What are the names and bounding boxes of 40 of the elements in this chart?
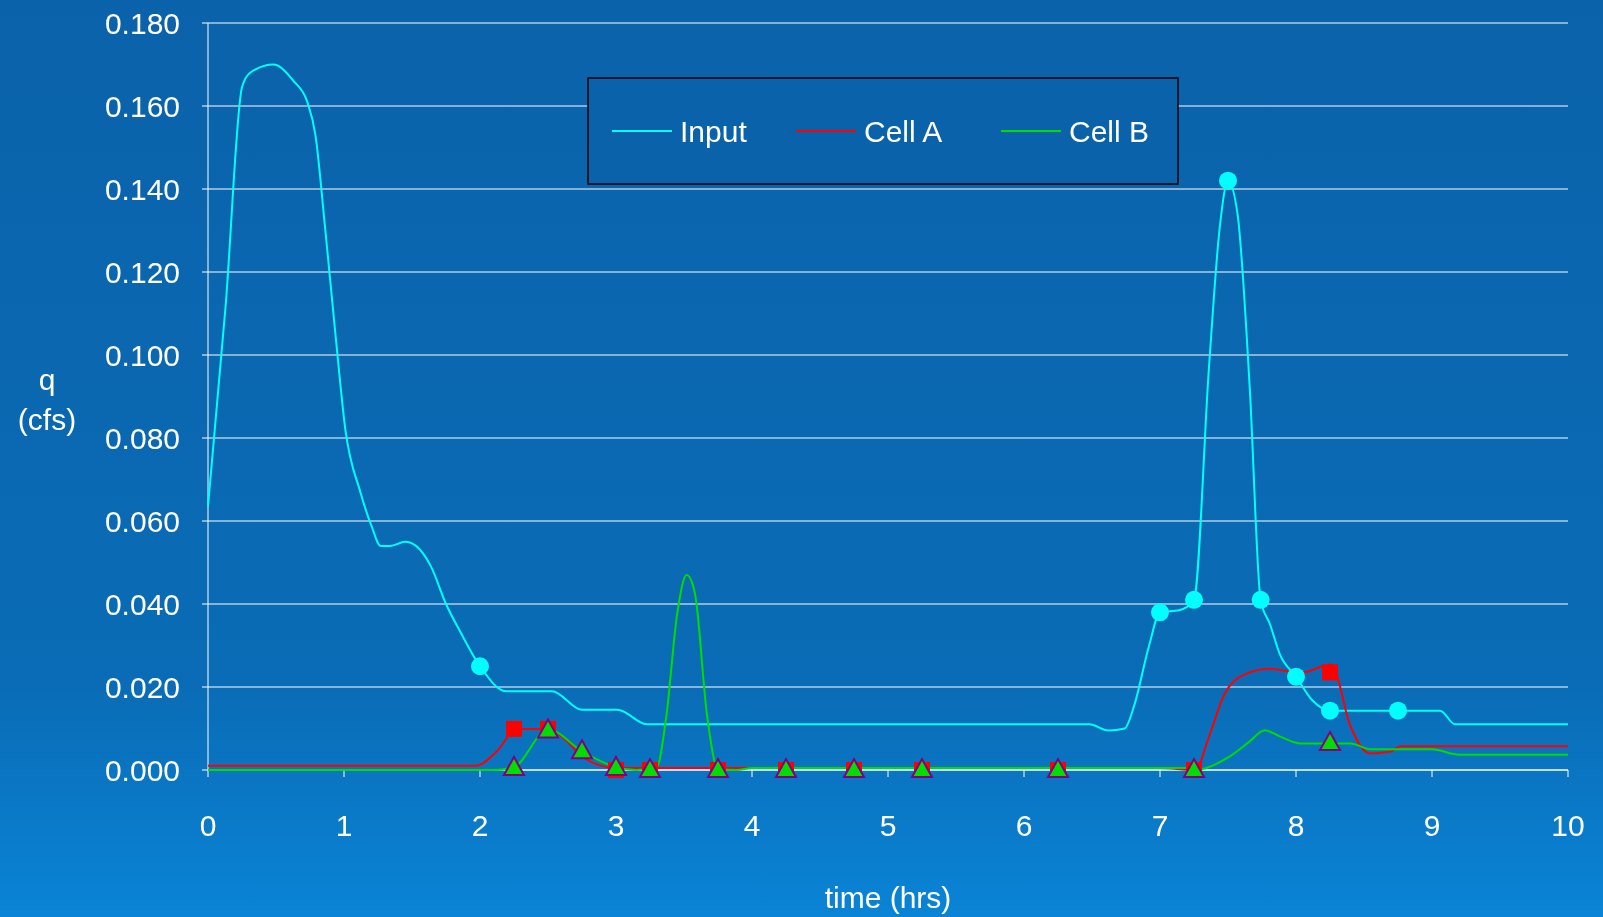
point	[506, 720, 522, 737]
legend-label: Cell B	[1069, 114, 1150, 148]
x-tick-label: 5	[879, 809, 897, 842]
x-tick-label: 10	[1551, 809, 1585, 842]
point	[1185, 590, 1203, 609]
point	[1389, 701, 1407, 720]
x-tick-label: 1	[335, 809, 353, 842]
y-tick-label: 0.180	[104, 6, 180, 40]
x-tick-label: 8	[1287, 809, 1305, 842]
y-tick-label: 0.120	[104, 255, 180, 289]
y-tick-label: 0.160	[104, 89, 180, 123]
x-tick-label: 4	[743, 809, 761, 842]
legend-label: Input	[680, 114, 748, 148]
y-tick-label: 0.080	[104, 421, 180, 455]
y-tick-label: 0.040	[104, 587, 180, 621]
x-tick-label: 2	[471, 809, 489, 842]
point	[605, 755, 627, 776]
point	[1151, 603, 1169, 622]
x-tick-label: 7	[1151, 809, 1169, 842]
point	[1319, 731, 1341, 752]
point	[1219, 171, 1237, 190]
y-tick-label: 0.140	[104, 172, 180, 206]
point	[1251, 590, 1270, 609]
x-axis-title: time (hrs)	[824, 881, 952, 914]
legend-label: Cell A	[864, 114, 943, 148]
x-tick-label: 6	[1015, 809, 1033, 842]
point	[1321, 701, 1339, 720]
y-tick-label: 0.020	[104, 670, 180, 704]
y-tick-label: 0.100	[104, 338, 180, 372]
y-tick-label: 0.060	[104, 504, 180, 538]
point	[571, 739, 593, 760]
x-tick-label: 3	[607, 809, 625, 842]
point	[471, 657, 489, 676]
y-tick-label: 0.000	[104, 753, 180, 787]
point	[503, 755, 525, 776]
point	[1287, 667, 1305, 686]
x-tick-label: 0	[199, 809, 217, 842]
x-tick-label: 9	[1423, 809, 1441, 842]
point	[1322, 664, 1338, 681]
y-axis-title: q (cfs)	[17, 363, 77, 436]
